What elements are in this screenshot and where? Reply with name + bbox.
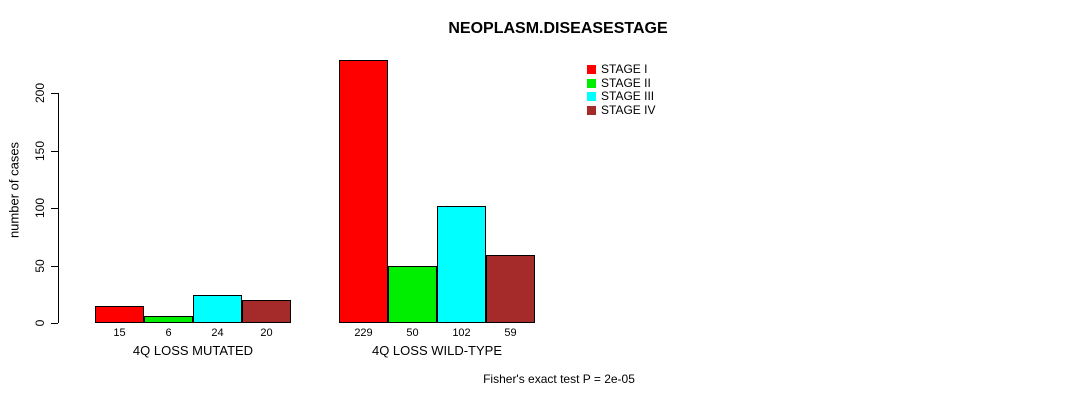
bar-stage-ii	[144, 316, 193, 323]
y-axis-tick-label: 50	[33, 258, 47, 273]
y-axis-tick-label: 0	[33, 319, 47, 327]
y-axis-tick	[51, 208, 58, 209]
bar-stage-i	[95, 306, 144, 323]
legend-swatch-icon	[587, 92, 596, 102]
bar-stage-i	[339, 60, 388, 323]
bar-stage-iii	[193, 295, 242, 323]
legend-label: STAGE IV	[601, 102, 656, 117]
bar-stage-iv	[486, 255, 535, 323]
y-axis-tick	[51, 323, 58, 324]
legend-swatch-icon	[587, 105, 596, 115]
bar-value-label: 24	[211, 327, 224, 339]
legend-label: STAGE III	[601, 89, 655, 103]
y-axis-tick-label: 200	[33, 82, 47, 104]
y-axis-tick	[51, 93, 58, 94]
bar-stage-iv	[242, 300, 291, 323]
y-axis-tick-label: 100	[33, 197, 47, 219]
y-axis-line	[58, 93, 59, 323]
group-label: 4Q LOSS WILD-TYPE	[371, 343, 503, 358]
group-label: 4Q LOSS MUTATED	[132, 343, 254, 358]
bar-value-label: 50	[406, 327, 419, 339]
legend-label: STAGE I	[601, 62, 648, 76]
y-axis-label: number of cases	[6, 141, 22, 239]
bar-stage-iii	[437, 206, 486, 323]
legend-item: STAGE I	[587, 62, 655, 77]
y-axis-tick-label: 150	[33, 140, 47, 161]
bar-value-label: 20	[260, 327, 273, 339]
bar-value-label: 59	[504, 327, 517, 339]
legend-label: STAGE II	[601, 75, 651, 90]
chart-title: NEOPLASM.DISEASESTAGE	[448, 20, 668, 37]
y-axis-tick	[51, 265, 58, 267]
bar-value-label: 102	[452, 327, 471, 339]
legend-swatch-icon	[587, 65, 596, 75]
y-axis-tick	[51, 150, 58, 152]
legend-item: STAGE III	[587, 89, 655, 104]
legend: STAGE I STAGE II STAGE III STAGE IV	[587, 62, 656, 118]
legend-item: STAGE IV	[587, 102, 656, 118]
legend-swatch-icon	[587, 78, 596, 88]
bar-value-label: 229	[354, 327, 373, 339]
bar-value-label: 15	[113, 327, 126, 339]
bar-value-label: 6	[165, 327, 172, 339]
bar-stage-ii	[388, 266, 437, 323]
legend-item: STAGE II	[587, 75, 655, 91]
stat-annotation: Fisher's exact test P = 2e-05	[483, 372, 635, 386]
